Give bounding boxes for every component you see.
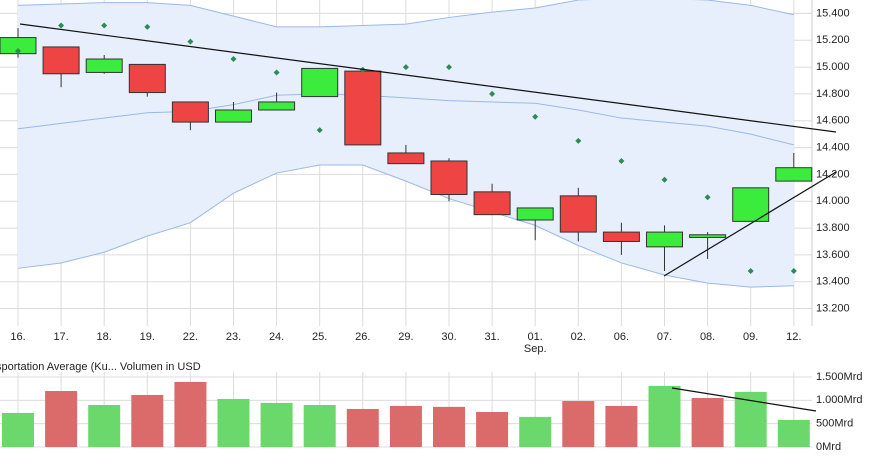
x-tick-label: 26. — [355, 331, 370, 343]
candle-body — [128, 63, 166, 94]
candle-body — [430, 160, 468, 196]
x-tick-label: 29. — [398, 331, 413, 343]
candle-body — [387, 152, 425, 165]
x-tick-label: 07. — [657, 331, 672, 343]
sar-point — [15, 47, 21, 54]
sar-point — [446, 64, 452, 71]
band-area — [18, 0, 794, 288]
y-tick-label: 13.800 — [816, 222, 850, 234]
candle-body — [215, 109, 252, 123]
candle-body — [516, 207, 554, 221]
y-tick-label: 15.200 — [816, 34, 850, 46]
sar-point — [661, 176, 668, 183]
volume-bar — [605, 405, 638, 447]
candle-body — [775, 167, 813, 182]
sar-point — [489, 90, 496, 97]
y-tick-label: 13.400 — [816, 276, 850, 288]
x-tick-label: 17. — [53, 331, 68, 343]
x-tick-label: 16. — [10, 331, 25, 343]
candle-body — [473, 191, 511, 216]
price-panel — [0, 0, 813, 326]
candle-body — [258, 101, 296, 111]
volume-bar — [519, 416, 552, 447]
sar-point — [187, 38, 194, 45]
volume-bar — [131, 394, 164, 447]
candle-body — [559, 195, 597, 233]
band-line-upper — [17, 0, 794, 28]
volume-trend-line — [671, 387, 817, 412]
y-tick-label: 500Mrd — [816, 418, 853, 430]
sar-point — [532, 113, 539, 120]
sar-point — [402, 64, 409, 71]
candle-body — [344, 70, 382, 146]
x-month-label: Sep. — [524, 343, 547, 355]
sar-point — [747, 267, 754, 274]
y-tick-label: 13.200 — [816, 302, 850, 314]
volume-bar — [648, 385, 681, 447]
candle-body — [171, 101, 209, 123]
x-tick-label: 18. — [97, 331, 112, 343]
sar-point — [230, 56, 237, 63]
sar-point — [273, 69, 280, 76]
x-tick-label: 09. — [743, 331, 758, 343]
x-tick-label: 08. — [700, 331, 715, 343]
sar-point — [790, 267, 797, 274]
volume-bar — [2, 412, 34, 447]
x-tick-label: 22. — [183, 331, 198, 343]
band-line-middle — [17, 93, 794, 146]
candle-body — [42, 46, 80, 75]
sar-point — [704, 194, 711, 201]
volume-bar — [562, 401, 595, 447]
x-tick-label: 30. — [441, 331, 456, 343]
y-tick-label: 15.000 — [816, 61, 850, 73]
x-tick-label: 23. — [226, 331, 241, 343]
volume-bar — [217, 398, 250, 447]
volume-bar — [260, 402, 293, 447]
trend-line — [663, 171, 837, 277]
x-tick-label: 24. — [269, 331, 284, 343]
candle-body — [301, 67, 339, 98]
candle-body — [602, 231, 640, 242]
trend-line — [19, 23, 837, 133]
y-tick-label: 14.400 — [816, 141, 850, 153]
x-tick-label: 01. — [528, 331, 543, 343]
x-tick-label: 12. — [786, 331, 801, 343]
volume-bar — [433, 406, 465, 447]
volume-bar — [389, 405, 422, 447]
volume-bar — [45, 391, 78, 447]
sar-point — [575, 137, 582, 144]
sar-point — [101, 22, 108, 29]
volume-bar — [476, 412, 509, 447]
y-tick-label: 14.000 — [816, 195, 850, 207]
volume-bar — [346, 408, 379, 447]
volume-bar — [303, 405, 336, 447]
y-tick-label: 14.600 — [816, 115, 850, 127]
sar-point — [58, 22, 65, 29]
volume-bar — [174, 381, 207, 447]
volume-bar — [691, 398, 724, 447]
candle-body — [646, 231, 683, 248]
x-tick-label: 25. — [312, 331, 327, 343]
sar-point — [618, 157, 625, 164]
volume-title: sportation Average (Ku... Volumen in USD — [0, 361, 201, 373]
y-tick-label: 14.800 — [816, 88, 850, 100]
x-tick-label: 31. — [484, 331, 499, 343]
y-tick-label: 13.600 — [816, 249, 850, 261]
candle-body — [85, 58, 123, 73]
x-tick-label: 19. — [140, 331, 155, 343]
volume-bar — [88, 405, 121, 447]
y-tick-label: 0Mrd — [816, 441, 841, 453]
volume-bar — [777, 419, 810, 447]
candle-body — [689, 234, 727, 238]
y-tick-label: 15.400 — [816, 7, 850, 19]
sar-point — [144, 23, 151, 30]
sar-point — [316, 127, 323, 134]
x-tick-label: 06. — [614, 331, 629, 343]
x-tick-label: 02. — [571, 331, 586, 343]
y-tick-label: 1.500Mrd — [816, 371, 862, 383]
y-tick-label: 1.000Mrd — [816, 394, 862, 406]
